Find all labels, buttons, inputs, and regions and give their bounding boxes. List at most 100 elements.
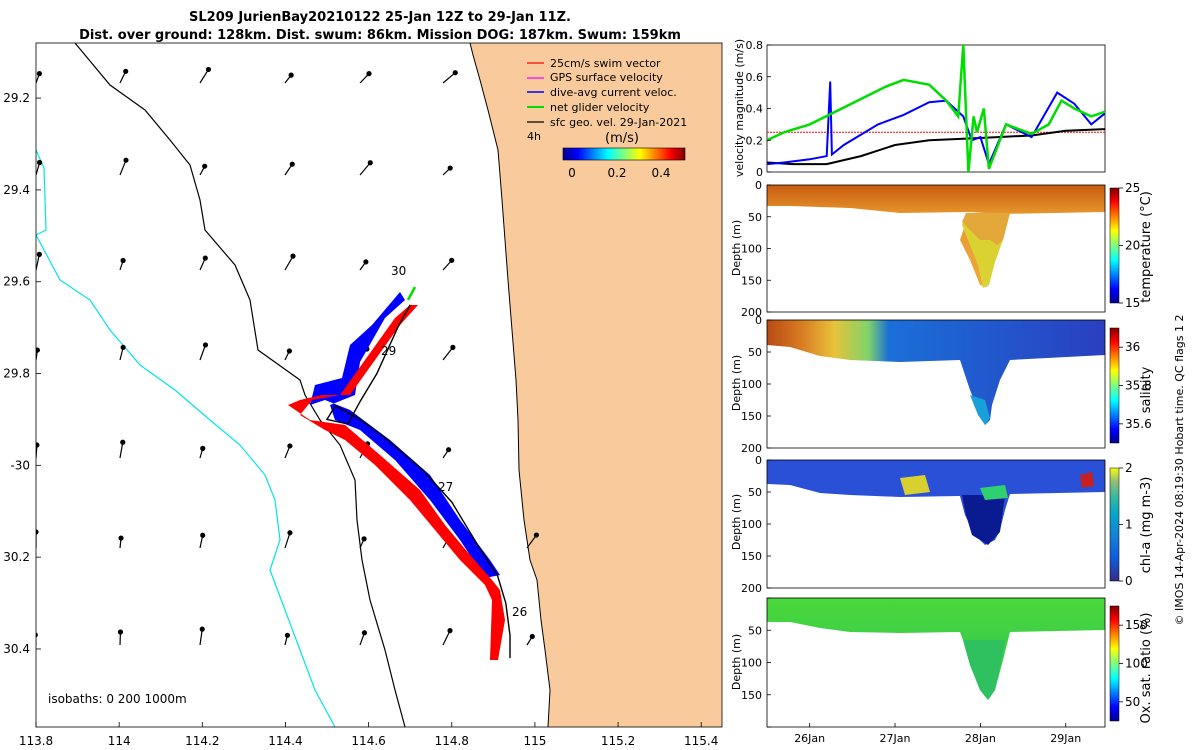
velocity-arrowhead [36,71,43,77]
velocity-arrowhead [452,70,458,76]
velocity-arrowhead [123,68,129,74]
salinity-colorbar-ticks: 35.6 35.8 36 [1119,340,1152,431]
chla-trench [962,495,1005,545]
chla-colorbar [1109,467,1120,582]
salinity-ylabel: Depth (m) [730,355,743,411]
map-x-tick-label: 114.6 [351,734,385,748]
oxygen-colorbar-ticks: 50 100 150 [1119,618,1148,709]
velocity-arrow [442,347,454,361]
velocity-series-sfc-geo [767,128,1105,166]
velocity-arrowhead [120,257,126,264]
chla-y-tick-label: 50 [748,486,762,499]
velocity-arrowhead [36,442,40,448]
map-y-tick-label: 30.4 [3,642,30,656]
legend-swim: 25cm/s swim vector [550,57,661,70]
oxygen-cb-tick-label: 100 [1125,657,1148,671]
velocity-arrowhead [286,348,292,354]
chla-colorbar-ticks: 0 1 2 [1119,461,1133,588]
velocity-arrowhead [366,71,372,77]
oxygen-trench [963,640,1005,700]
map-y-tick-label: 29.2 [3,91,30,105]
salinity-panel: 0 50 100 150 200 Depth (m) 35.6 35.8 36 salini… [730,314,1154,455]
oxygen-ylabel: Depth (m) [730,634,743,690]
oxygen-y-tick-label: 50 [748,624,762,637]
map-panel: 30 29 27 26 25cm/s swim vector GPS surfa… [3,42,723,748]
chla-panel: 0 50 100 150 200 Depth (m) 0 1 2 chl-a (mg m-3… [730,454,1154,595]
oxygen-section [767,598,1105,700]
velocity-arrowhead [199,626,205,632]
chla-cb-tick-label: 1 [1125,518,1133,532]
oxygen-clabel: Ox. sat. ratio (%) [1139,613,1154,724]
velocity-arrow [199,629,203,646]
salinity-y-tick-label: 150 [741,410,762,423]
isobath-200m [74,43,406,727]
oxygen-cb-tick-label: 50 [1125,695,1140,709]
velocity-y-ticks: 0 0.2 0.4 0.6 0.8 [746,39,771,179]
dive-avg-current-swath [310,292,500,578]
chla-y-ticks: 0 50 100 150 200 [741,454,771,595]
chla-y-tick-label: 0 [755,454,762,467]
map-frame [35,42,723,728]
legend-sfc: sfc geo. vel. 29-Jan-2021 [550,116,687,129]
oxygen-x-tick-label: 27Jan [880,732,911,745]
velocity-arrow [442,72,456,84]
velocity-arrowhead [202,342,209,348]
chla-y-tick-label: 150 [741,550,762,563]
velocity-arrowhead [447,165,453,171]
velocity-frame [766,44,1106,173]
chla-patch-3 [1080,472,1094,488]
map-x-tick-label: 114.8 [435,734,469,748]
chla-y-tick-label: 200 [741,582,762,595]
map-y-tick-label: 29.6 [3,275,30,289]
velocity-arrowhead [287,530,293,536]
glider-track [325,304,511,659]
legend-dive: dive-avg current veloc. [550,86,677,99]
map-x-ticks: 113.8 114 114.2 114.4 114.6 114.8 115 115.2 115.… [19,722,718,748]
velocity-y-tick-label: 0.6 [746,71,764,84]
temperature-section [767,185,1105,287]
temperature-cb-tick-label: 25 [1125,181,1140,195]
velocity-arrowhead [533,532,540,538]
oxygen-x-tick-label: 28Jan [965,732,996,745]
temperature-clabel: temperature (°C) [1139,191,1154,303]
velocity-arrowhead [118,535,124,541]
net-glider-velocity [406,286,417,301]
velocity-panel: 0 0.2 0.4 0.6 0.8 velocity magnitude (m/s) [733,39,1106,179]
velocity-arrow [526,534,537,549]
velocity-arrowhead [36,251,42,257]
salinity-section [767,320,1105,425]
map-x-tick-label: 113.8 [19,734,53,748]
velocity-arrowhead [200,445,206,451]
coastline [469,43,551,727]
day-label-30: 30 [391,264,406,278]
velocity-arrowhead [529,633,535,640]
temperature-y-tick-label: 0 [755,179,762,192]
velocity-arrowhead [361,536,367,542]
velocity-arrowhead [36,529,39,535]
salinity-cb-tick-label: 36 [1125,340,1140,354]
chart-title: SL209 JurienBay20210122 25-Jan 12Z to 29… [189,10,571,25]
temperature-cb-tick-label: 15 [1125,296,1140,310]
map-y-tick-label: 29.4 [3,183,30,197]
velocity-arrowhead [450,344,456,350]
speed-tick-0: 0 [568,166,576,180]
salinity-y-tick-label: 0 [755,314,762,327]
salinity-y-tick-label: 50 [748,346,762,359]
temperature-y-tick-label: 200 [741,306,762,319]
velocity-arrowhead [449,257,455,263]
velocity-y-tick-label: 0 [756,166,763,179]
velocity-y-tick-label: 0.8 [746,39,764,52]
velocity-arrowhead [290,253,296,259]
velocity-y-tick-label: 0.2 [746,134,764,147]
map-x-tick-label: 114.4 [268,734,302,748]
map-x-tick-label: 114.2 [185,734,219,748]
velocity-arrowhead [123,157,129,163]
salinity-cb-tick-label: 35.8 [1125,379,1152,393]
swim-vector-swath [288,305,505,660]
temperature-colorbar-ticks: 15 20 25 [1119,181,1140,310]
map-y-tick-label: 29.8 [3,367,30,381]
map-x-tick-label: 115 [523,734,546,748]
velocity-arrowhead [120,439,126,445]
chla-ylabel: Depth (m) [730,494,743,550]
velocity-arrowhead [36,159,43,166]
